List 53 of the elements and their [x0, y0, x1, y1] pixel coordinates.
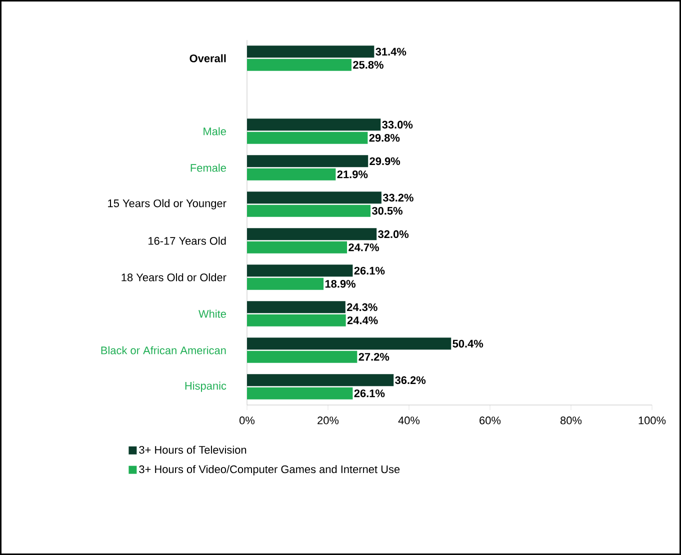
- bar: [247, 264, 353, 277]
- y-tick-label: Male: [204, 127, 226, 136]
- x-tick-label: 0%: [240, 416, 255, 424]
- bar: [247, 301, 346, 314]
- data-label: 21.9%: [337, 170, 368, 178]
- y-tick-label: Overall: [190, 54, 226, 62]
- data-label: 31.4%: [376, 48, 406, 56]
- data-label: 26.1%: [354, 389, 385, 398]
- data-label: 27.2%: [358, 352, 390, 361]
- bar: [247, 132, 368, 144]
- bar: [247, 387, 353, 400]
- data-label: 36.2%: [395, 376, 426, 384]
- x-tick-label: 40%: [398, 416, 420, 424]
- data-label: 32.0%: [378, 230, 409, 238]
- data-label: 24.3%: [346, 303, 378, 312]
- bar: [247, 168, 336, 180]
- x-tick-label: 80%: [560, 416, 582, 424]
- bar: [247, 278, 324, 290]
- bar: [247, 374, 394, 386]
- bar: [247, 228, 377, 240]
- bar: [247, 350, 358, 363]
- y-tick-label: 15 Years Old or Younger: [108, 199, 226, 210]
- y-tick-label: Black or African American: [101, 346, 226, 354]
- legend-label: 3+ Hours of Television: [139, 446, 246, 454]
- data-label: 18.9%: [325, 280, 356, 288]
- data-label: 24.7%: [348, 243, 380, 252]
- y-tick-label: Female: [190, 164, 226, 172]
- data-label: 50.4%: [452, 340, 484, 348]
- x-tick-label: 100%: [638, 416, 666, 424]
- bar: [247, 338, 452, 350]
- x-tick-label: 60%: [480, 416, 501, 424]
- y-tick-label: 16-17 Years Old: [148, 236, 226, 245]
- x-tick-label: 20%: [318, 416, 339, 424]
- bar: [247, 46, 374, 58]
- y-tick-label: White: [198, 310, 226, 318]
- data-label: 29.8%: [369, 134, 400, 142]
- data-label: 33.2%: [382, 194, 414, 202]
- data-label: 29.9%: [370, 157, 400, 166]
- bar: [247, 118, 381, 131]
- data-label: 25.8%: [353, 60, 384, 69]
- bar: [247, 241, 348, 254]
- bar: [247, 204, 371, 217]
- y-tick-label: 18 Years Old or Older: [122, 273, 226, 282]
- data-label: 30.5%: [372, 206, 403, 215]
- y-tick-label: Hispanic: [185, 382, 226, 392]
- data-label: 24.4%: [347, 316, 378, 324]
- bar: [247, 192, 382, 204]
- bar: [247, 155, 368, 168]
- bar: [247, 314, 346, 326]
- data-label: 26.1%: [354, 266, 385, 275]
- bar: [247, 58, 352, 71]
- legend-label: 3+ Hours of Video/Computer Games and Internet Use: [139, 465, 400, 476]
- data-label: 33.0%: [382, 120, 413, 129]
